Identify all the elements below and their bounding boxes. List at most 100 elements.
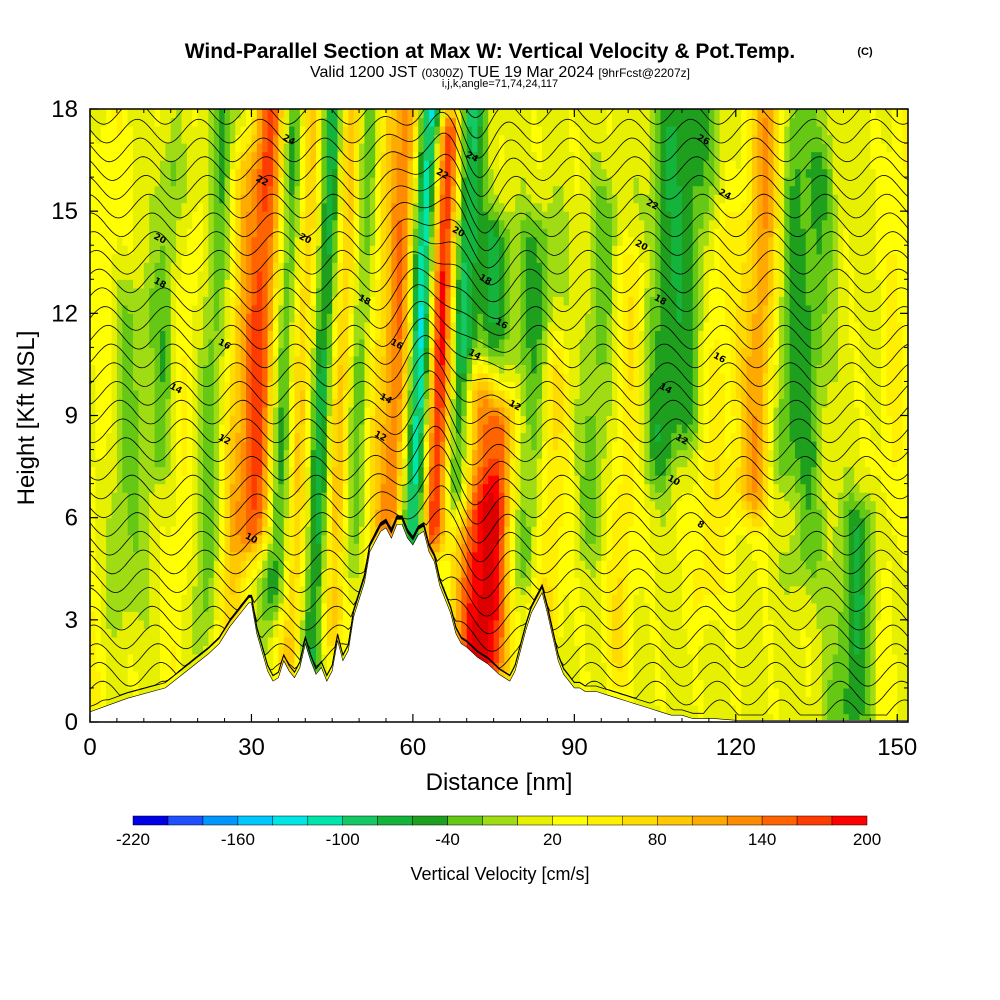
velocity-cell (450, 602, 457, 612)
velocity-cell (219, 406, 226, 417)
velocity-cell (90, 381, 96, 391)
velocity-cell (138, 143, 145, 153)
velocity-cell (208, 304, 215, 314)
velocity-cell (332, 168, 339, 178)
velocity-cell (439, 398, 446, 408)
velocity-cell (289, 219, 296, 229)
velocity-cell (138, 653, 145, 663)
velocity-cell (181, 364, 188, 374)
velocity-cell (240, 424, 247, 434)
velocity-cell (90, 696, 96, 706)
velocity-cell (149, 449, 156, 459)
velocity-cell (106, 526, 113, 536)
velocity-cell (122, 143, 129, 153)
velocity-cell (353, 415, 360, 425)
velocity-cell (203, 509, 209, 519)
velocity-cell (423, 185, 430, 195)
velocity-cell (332, 117, 339, 127)
velocity-cell (310, 202, 317, 212)
velocity-cell (219, 355, 226, 366)
velocity-cell (219, 245, 226, 255)
velocity-cell (353, 492, 360, 502)
velocity-cell (100, 679, 107, 689)
velocity-cell (385, 381, 392, 391)
velocity-cell (342, 551, 349, 561)
velocity-cell (154, 321, 161, 331)
velocity-cell (332, 441, 339, 451)
velocity-cell (219, 372, 226, 383)
velocity-cell (337, 364, 344, 374)
velocity-cell (348, 245, 355, 255)
velocity-cell (321, 432, 328, 442)
velocity-cell (455, 228, 462, 238)
velocity-cell (299, 441, 306, 451)
velocity-cell (235, 245, 242, 255)
velocity-cell (305, 126, 312, 136)
velocity-cell (272, 126, 279, 136)
velocity-cell (133, 670, 140, 681)
velocity-cell (326, 296, 333, 306)
velocity-cell (402, 228, 409, 238)
velocity-cell (423, 253, 430, 263)
velocity-cell (369, 364, 376, 374)
velocity-cell (208, 253, 215, 263)
velocity-cell (133, 287, 140, 297)
velocity-cell (138, 466, 145, 476)
velocity-cell (149, 653, 156, 663)
velocity-cell (143, 355, 150, 366)
velocity-cell (229, 398, 236, 408)
velocity-cell (111, 406, 118, 417)
velocity-cell (407, 270, 414, 280)
velocity-cell (181, 262, 188, 272)
velocity-cell (305, 458, 312, 468)
velocity-cell (149, 202, 156, 212)
velocity-cell (229, 279, 236, 289)
velocity-cell (240, 117, 247, 127)
velocity-cell (90, 406, 96, 417)
velocity-cell (122, 347, 129, 357)
velocity-cell (251, 296, 258, 306)
velocity-cell (170, 330, 177, 340)
velocity-cell (342, 441, 349, 451)
velocity-cell (235, 211, 242, 221)
velocity-cell (256, 177, 263, 187)
velocity-cell (434, 279, 441, 289)
velocity-cell (95, 202, 102, 212)
velocity-cell (176, 415, 183, 425)
velocity-cell (348, 466, 355, 476)
velocity-cell (251, 228, 258, 238)
velocity-cell (359, 406, 366, 417)
velocity-cell (267, 202, 274, 212)
velocity-cell (402, 415, 409, 425)
velocity-cell (100, 287, 107, 297)
velocity-cell (208, 568, 215, 578)
velocity-cell (461, 560, 468, 570)
velocity-cell (181, 313, 188, 323)
velocity-cell (90, 279, 96, 289)
velocity-cell (251, 245, 258, 255)
velocity-cell (418, 279, 425, 289)
velocity-cell (95, 185, 102, 195)
velocity-cell (159, 483, 166, 493)
velocity-cell (396, 219, 403, 229)
velocity-cell (364, 398, 371, 408)
velocity-cell (138, 270, 145, 280)
velocity-cell (181, 185, 188, 195)
velocity-cell (407, 432, 414, 442)
velocity-cell (154, 202, 161, 212)
velocity-cell (197, 517, 204, 527)
velocity-cell (133, 415, 140, 425)
velocity-cell (176, 372, 183, 383)
velocity-cell (240, 202, 247, 212)
velocity-cell (321, 304, 328, 314)
velocity-cell (348, 449, 355, 459)
velocity-cell (197, 389, 204, 400)
velocity-cell (407, 475, 414, 485)
velocity-cell (348, 355, 355, 366)
velocity-cell (299, 483, 306, 493)
velocity-cell (272, 602, 279, 612)
velocity-cell (235, 321, 242, 331)
velocity-cell (278, 330, 285, 340)
velocity-cell (262, 492, 269, 502)
velocity-cell (170, 458, 177, 468)
